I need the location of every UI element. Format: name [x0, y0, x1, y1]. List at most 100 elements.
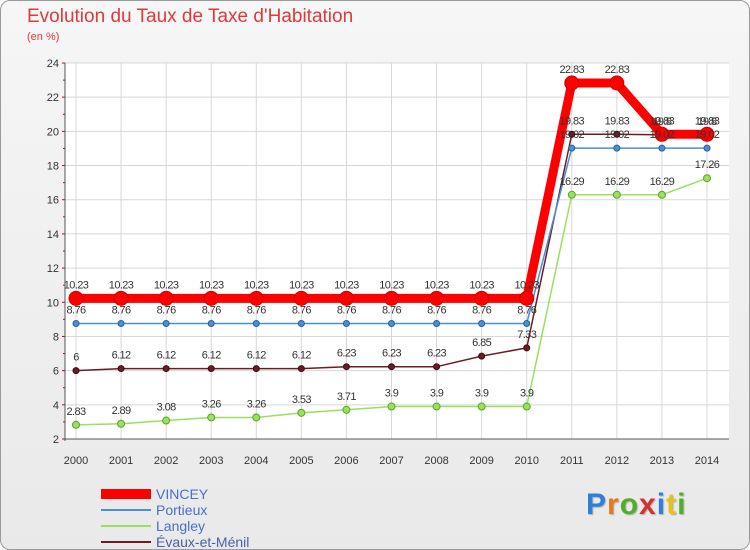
- data-point: [613, 130, 621, 138]
- data-label: 8.76: [157, 304, 176, 316]
- data-point: [703, 144, 711, 152]
- data-label: 8.76: [247, 304, 266, 316]
- data-label: 6.12: [112, 350, 131, 362]
- data-label: 2.83: [66, 406, 85, 418]
- data-label: 8.76: [472, 304, 491, 316]
- data-point: [388, 363, 395, 371]
- data-point: [523, 319, 531, 327]
- data-label: 8.76: [517, 304, 536, 316]
- data-point: [478, 352, 486, 360]
- legend-swatch: [101, 509, 151, 511]
- y-tick-label: 22: [47, 92, 59, 104]
- data-label: 19.83: [695, 115, 720, 127]
- data-label: 10.23: [244, 279, 269, 291]
- data-point: [297, 408, 306, 417]
- data-point: [613, 144, 621, 152]
- data-point: [612, 190, 621, 199]
- data-label: 6.12: [247, 350, 266, 362]
- data-label: 10.23: [514, 279, 539, 291]
- data-point: [433, 319, 441, 327]
- y-tick-label: 18: [47, 161, 59, 173]
- data-label: 3.08: [157, 402, 176, 414]
- data-label: 16.29: [605, 176, 630, 188]
- data-label: 8.76: [112, 304, 131, 316]
- data-label: 22.83: [605, 64, 630, 76]
- plot-area: [65, 63, 729, 439]
- data-label: 6.85: [472, 337, 491, 349]
- data-point: [567, 190, 576, 199]
- data-point: [158, 290, 174, 306]
- data-point: [338, 290, 354, 306]
- data-point: [207, 319, 215, 327]
- data-label: 19.83: [560, 115, 585, 127]
- data-point: [252, 319, 260, 327]
- x-tick-label: 2002: [154, 455, 178, 467]
- data-point: [387, 402, 396, 411]
- x-tick-label: 2013: [650, 455, 674, 467]
- x-tick-label: 2011: [560, 455, 584, 467]
- data-label: 19.83: [605, 115, 630, 127]
- data-point: [342, 405, 351, 414]
- data-label: 19.02: [650, 129, 675, 141]
- x-tick-label: 2007: [379, 455, 403, 467]
- chart-title: Evolution du Taux de Taxe d'Habitation: [27, 6, 354, 27]
- data-label: 3.9: [520, 388, 534, 400]
- data-point: [609, 75, 625, 91]
- data-label: 7.33: [517, 329, 536, 341]
- y-tick-label: 8: [53, 331, 59, 343]
- data-point: [568, 144, 576, 152]
- data-label: 3.26: [202, 398, 221, 410]
- data-point: [117, 365, 125, 373]
- legend-swatch: [101, 489, 151, 499]
- data-point: [703, 174, 711, 183]
- data-point: [72, 367, 80, 375]
- x-tick-label: 2003: [199, 455, 223, 467]
- y-tick-label: 20: [47, 126, 59, 138]
- data-point: [113, 290, 129, 306]
- data-point: [342, 363, 350, 371]
- x-tick-label: 2008: [424, 455, 448, 467]
- data-point: [474, 290, 490, 306]
- data-label: 6.12: [292, 350, 311, 362]
- x-tick-label: 2009: [469, 455, 493, 467]
- data-label: 19.02: [605, 129, 630, 141]
- y-tick-label: 16: [47, 195, 59, 207]
- data-label: 8.76: [292, 304, 311, 316]
- data-label: 3.9: [385, 388, 399, 400]
- proxiti-logo: Proxiti: [586, 488, 687, 521]
- data-label: 19.8: [697, 116, 716, 128]
- data-point: [297, 319, 305, 327]
- data-label: 6.23: [337, 348, 356, 360]
- data-point: [72, 319, 80, 327]
- y-tick-label: 24: [47, 58, 59, 70]
- legend-swatch: [101, 541, 151, 543]
- data-label: 10.23: [379, 279, 404, 291]
- data-label: 6.12: [157, 350, 176, 362]
- data-label: 3.53: [292, 394, 311, 406]
- data-label: 19.02: [560, 129, 585, 141]
- data-point: [568, 130, 576, 138]
- data-point: [388, 319, 395, 327]
- data-point: [699, 126, 715, 142]
- data-point: [117, 419, 126, 428]
- data-point: [429, 290, 445, 306]
- data-point: [203, 290, 219, 306]
- data-label: 19.8: [652, 116, 671, 128]
- data-point: [252, 413, 261, 422]
- x-tick-label: 2006: [334, 455, 358, 467]
- data-point: [523, 344, 531, 352]
- data-label: 16.29: [650, 176, 675, 188]
- data-label: 19.02: [695, 129, 720, 141]
- y-tick-label: 4: [53, 400, 59, 412]
- data-label: 8.76: [427, 304, 446, 316]
- legend-label: VINCEY: [156, 486, 209, 502]
- data-label: 10.23: [469, 279, 494, 291]
- data-label: 8.76: [66, 304, 85, 316]
- data-label: 10.23: [199, 279, 224, 291]
- data-point: [384, 290, 399, 306]
- data-label: 16.29: [560, 176, 585, 188]
- x-tick-label: 2014: [695, 455, 719, 467]
- data-point: [297, 365, 305, 373]
